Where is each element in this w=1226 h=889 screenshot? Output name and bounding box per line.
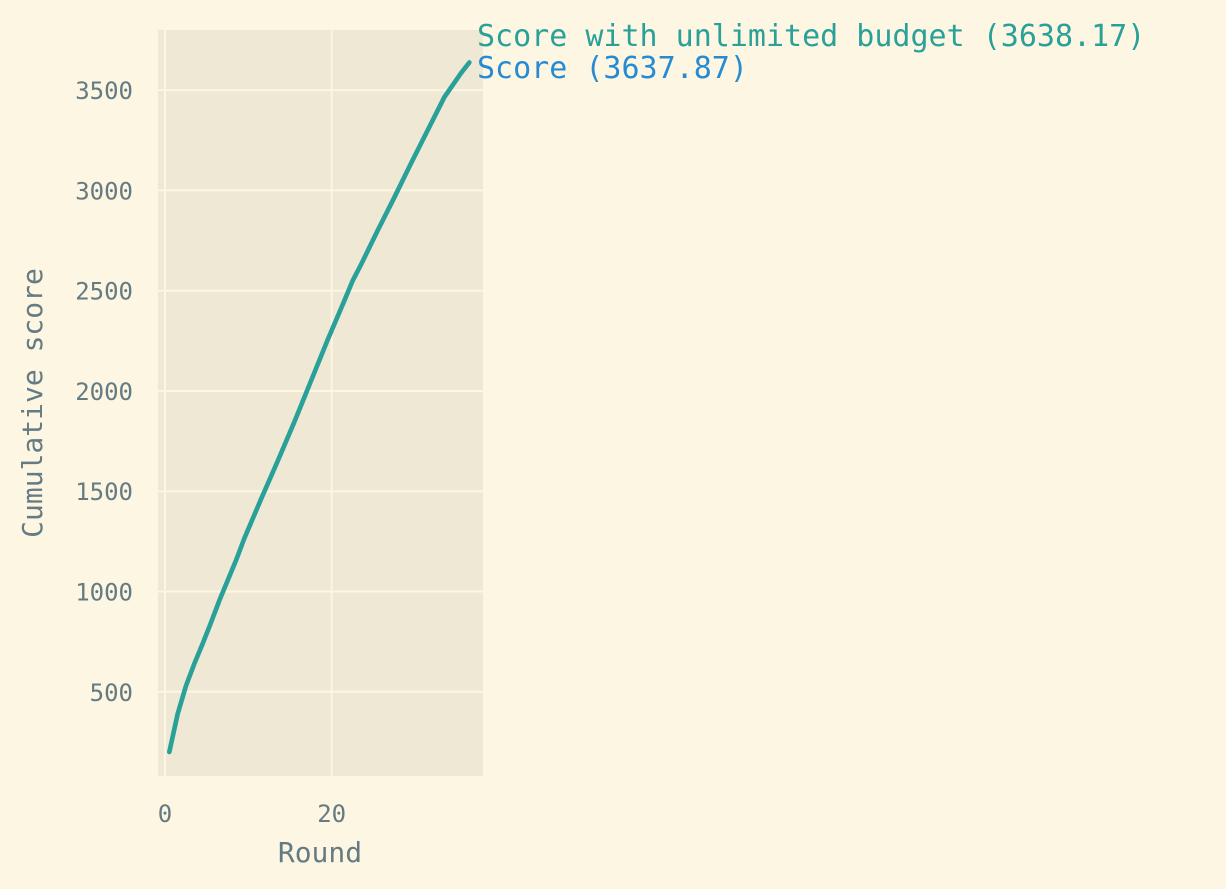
x-tick-label: 20	[317, 800, 346, 828]
y-axis-label: Cumulative score	[16, 268, 49, 538]
series-line	[167, 60, 472, 755]
x-tick-label: 0	[158, 800, 172, 828]
x-axis-label: Round	[278, 836, 362, 869]
series-label-score: Score (3637.87)	[477, 51, 748, 86]
y-tick-label: 2000	[75, 378, 133, 406]
tick-labels: 0 20 500 1000 1500 2000 2500 3000 3500	[75, 77, 346, 828]
y-tick-label: 3000	[75, 177, 133, 205]
y-tick-label: 500	[90, 679, 133, 707]
series-lines	[167, 60, 472, 755]
grid-lines	[158, 30, 483, 776]
y-tick-label: 2500	[75, 278, 133, 306]
y-tick-label: 3500	[75, 77, 133, 105]
y-tick-label: 1500	[75, 478, 133, 506]
plot-area	[158, 30, 483, 776]
series-label-unlimited-budget: Score with unlimited budget (3638.17)	[477, 19, 1145, 54]
y-tick-label: 1000	[75, 579, 133, 607]
